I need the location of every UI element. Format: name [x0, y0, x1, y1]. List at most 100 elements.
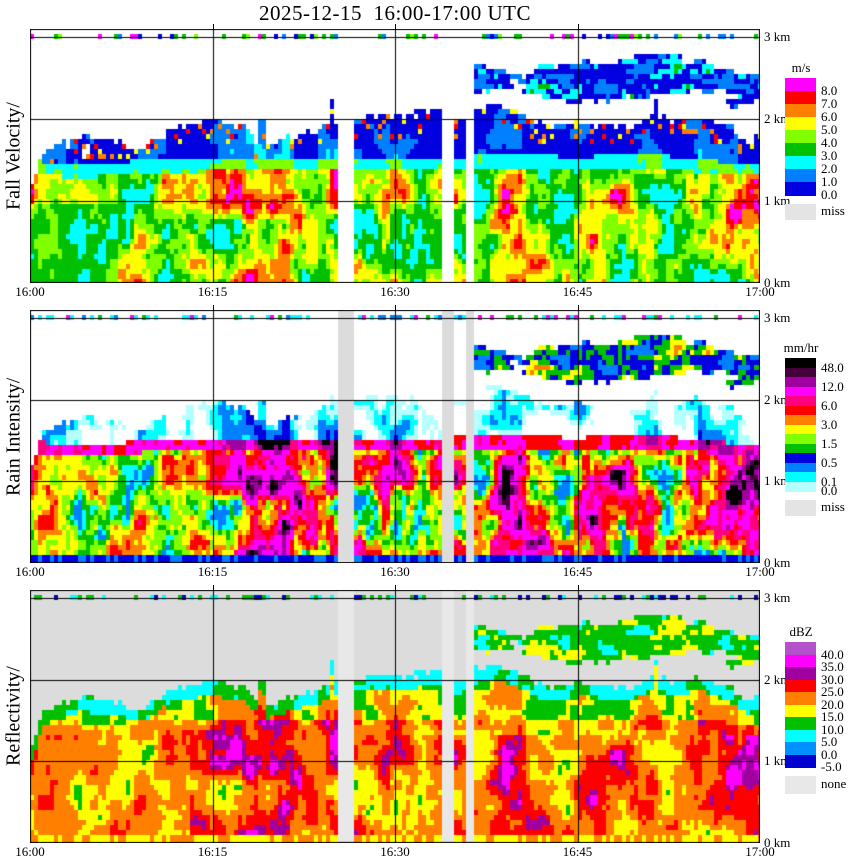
time-tick-label: 16:30	[380, 844, 410, 859]
height-tick-label: 1 km	[764, 473, 791, 489]
colorbar-swatch	[785, 386, 816, 397]
height-tick-label: 0 km	[764, 835, 791, 850]
colorbar-swatch	[785, 182, 816, 196]
axis-tick-mark	[577, 24, 579, 29]
colorbar-missing-label: miss	[821, 203, 845, 218]
colorbar-tick-label: 0.1	[821, 473, 838, 489]
height-tick-label: 2 km	[764, 391, 791, 407]
colorbar-title-reflectivity: dBZ	[789, 624, 813, 639]
colorbar-swatch	[785, 679, 816, 693]
axis-tick-mark	[212, 24, 214, 29]
colorbar-swatch	[785, 130, 816, 144]
axis-tick-mark	[212, 585, 214, 590]
colorbar-swatch	[785, 91, 816, 105]
height-tick-label: 3 km	[764, 29, 791, 45]
time-tick-label: 16:15	[197, 844, 228, 859]
y-axis-label-fall-velocity: Fall Velocity/	[2, 102, 25, 210]
colorbar-tick-label: 8.0	[821, 83, 838, 98]
colorbar-tick-label: -5.0	[821, 759, 842, 774]
colorbar-tick-label: 30.0	[821, 671, 844, 687]
height-tick-label: 2 km	[764, 111, 791, 127]
height-tick-label: 0 km	[764, 275, 791, 290]
colorbar-swatch	[785, 415, 816, 425]
colorbar-swatch	[785, 143, 816, 157]
time-tick-label: 17:00	[745, 564, 775, 579]
colorbar-swatch	[785, 169, 816, 183]
colorbar-tick-label: 48.0	[821, 359, 844, 375]
colorbar-swatch	[785, 472, 816, 482]
colorbar-missing-swatch	[785, 204, 816, 220]
axis-tick-mark	[577, 585, 579, 590]
colorbar-tick-label: 6.0	[821, 397, 838, 413]
colorbar-tick-label: 0.0	[821, 483, 838, 498]
colorbar-swatch	[785, 358, 816, 368]
axis-tick-mark	[212, 305, 214, 310]
colorbar-swatch	[785, 367, 816, 378]
colorbar-swatch	[785, 424, 816, 435]
y-axis-label-rain-intensity: Rain Intensity/	[2, 377, 25, 496]
time-tick-label: 16:30	[380, 564, 410, 579]
axis-tick-mark	[395, 585, 396, 590]
height-tick-label: 1 km	[764, 193, 791, 209]
colorbar-swatch	[785, 443, 816, 454]
heatmap-canvas-reflectivity	[30, 590, 760, 843]
y-axis-label-reflectivity: Reflectivity/	[2, 666, 25, 767]
time-tick-label: 17:00	[745, 844, 775, 859]
colorbar-tick-label: 12.0	[821, 378, 844, 394]
colorbar-tick-label: 0.5	[821, 454, 838, 470]
colorbar-swatch	[785, 78, 816, 92]
colorbar-missing-swatch	[785, 500, 816, 516]
colorbar-swatch	[785, 104, 816, 118]
colorbar-swatch	[785, 156, 816, 170]
height-tick-label: 3 km	[764, 310, 791, 326]
colorbar-tick-label: 20.0	[821, 696, 844, 712]
time-tick-label: 16:00	[15, 564, 45, 579]
colorbar-tick-label: 3.0	[821, 416, 838, 432]
colorbar-swatch	[785, 717, 816, 730]
time-tick-label: 16:15	[197, 284, 228, 299]
colorbar-tick-label: 5.0	[821, 734, 838, 749]
colorbar-swatch	[785, 117, 816, 131]
colorbar-swatch	[785, 729, 816, 743]
colorbar-swatch	[785, 754, 816, 768]
colorbar-swatch	[785, 405, 816, 416]
colorbar-tick-label: 0.0	[821, 187, 838, 202]
colorbar-swatch	[785, 654, 816, 668]
colorbar-tick-label: 25.0	[821, 684, 844, 699]
colorbar-swatch	[785, 667, 816, 680]
heatmap-canvas-rain-intensity	[30, 310, 760, 563]
height-tick-label: 2 km	[764, 671, 791, 687]
colorbar-swatch	[785, 377, 816, 387]
colorbar-swatch	[785, 453, 816, 463]
time-tick-label: 16:30	[380, 284, 410, 299]
time-tick-label: 16:00	[15, 284, 45, 299]
plot-title: 2025-12-15 16:00-17:00 UTC	[259, 1, 531, 25]
colorbar-tick-label: 7.0	[821, 96, 838, 111]
colorbar-tick-label: 2.0	[821, 161, 838, 176]
colorbar-tick-label: 1.5	[821, 435, 838, 451]
time-tick-label: 16:45	[562, 564, 593, 579]
height-tick-label: 0 km	[764, 555, 791, 570]
colorbar-tick-label: 5.0	[821, 122, 838, 137]
colorbar-swatch	[785, 481, 816, 492]
colorbar-missing-label: none	[821, 776, 847, 791]
colorbar-swatch	[785, 704, 816, 718]
colorbar-missing-label: miss	[821, 499, 845, 514]
axis-tick-mark	[395, 24, 396, 29]
colorbar-tick-label: 6.0	[821, 109, 838, 124]
colorbar-swatch	[785, 396, 816, 406]
colorbar-tick-label: 10.0	[821, 721, 844, 737]
colorbar-title-fall-velocity: m/s	[791, 60, 811, 75]
colorbar-missing-swatch	[785, 776, 816, 794]
height-tick-label: 1 km	[764, 753, 791, 769]
colorbar-tick-label: 4.0	[821, 135, 838, 150]
time-tick-label: 16:00	[15, 844, 45, 859]
heatmap-canvas-fall-velocity	[30, 29, 760, 283]
time-tick-label: 16:45	[562, 284, 593, 299]
colorbar-tick-label: 15.0	[821, 709, 844, 724]
height-tick-label: 3 km	[764, 590, 791, 606]
colorbar-swatch	[785, 462, 816, 473]
colorbar-swatch	[785, 434, 816, 444]
colorbar-swatch	[785, 692, 816, 705]
